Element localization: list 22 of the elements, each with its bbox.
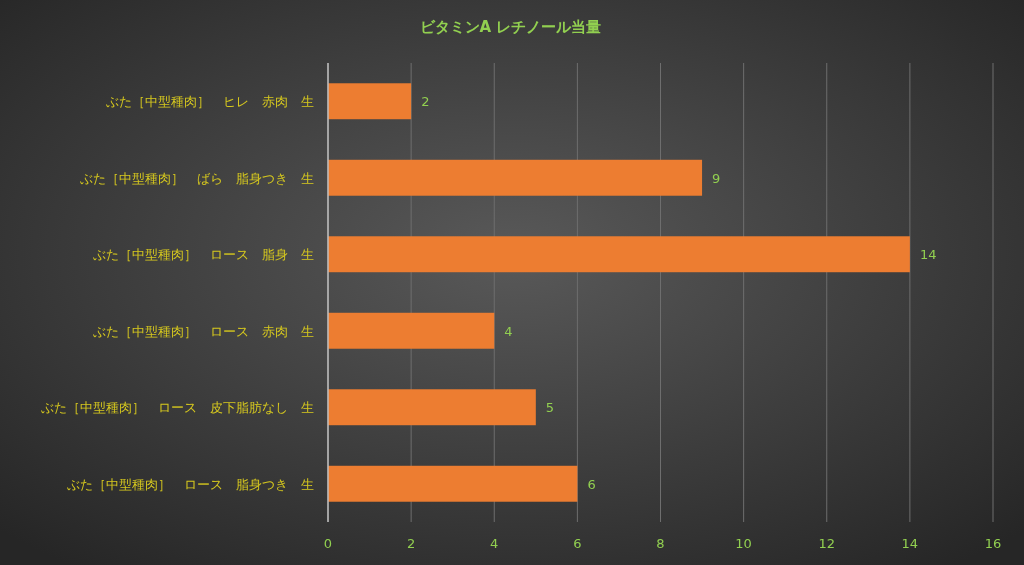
x-tick-label: 2 bbox=[406, 536, 416, 551]
data-label: 2 bbox=[421, 94, 430, 110]
data-label: 4 bbox=[504, 323, 513, 339]
chart-title: ビタミンA レチノール当量 bbox=[419, 18, 602, 36]
x-tick-label: 16 bbox=[984, 536, 1002, 551]
y-tick-label: ぶた［中型種肉］ ロース 皮下脂肪なし 生 bbox=[41, 400, 314, 416]
y-tick-label: ぶた［中型種肉］ ロース 赤肉 生 bbox=[93, 323, 314, 339]
x-tick-label: 14 bbox=[901, 536, 919, 551]
y-tick-label: ぶた［中型種肉］ ヒレ 赤肉 生 bbox=[106, 94, 314, 110]
y-tick-label: ぶた［中型種肉］ ロース 脂身 生 bbox=[93, 247, 314, 263]
y-tick-label: ぶた［中型種肉］ ロース 脂身つき 生 bbox=[67, 476, 314, 492]
x-tick-label: 6 bbox=[573, 536, 582, 551]
data-label: 5 bbox=[545, 400, 555, 416]
data-label: 14 bbox=[919, 247, 937, 263]
x-tick-label: 0 bbox=[323, 536, 333, 551]
x-tick-label: 12 bbox=[818, 536, 836, 551]
y-tick-label: ぶた［中型種肉］ ばら 脂身つき 生 bbox=[80, 170, 314, 186]
data-label: 6 bbox=[587, 476, 596, 492]
data-label: 9 bbox=[712, 170, 721, 186]
x-tick-label: 10 bbox=[735, 536, 752, 551]
x-tick-label: 8 bbox=[656, 536, 665, 551]
x-tick-label: 4 bbox=[490, 536, 499, 551]
